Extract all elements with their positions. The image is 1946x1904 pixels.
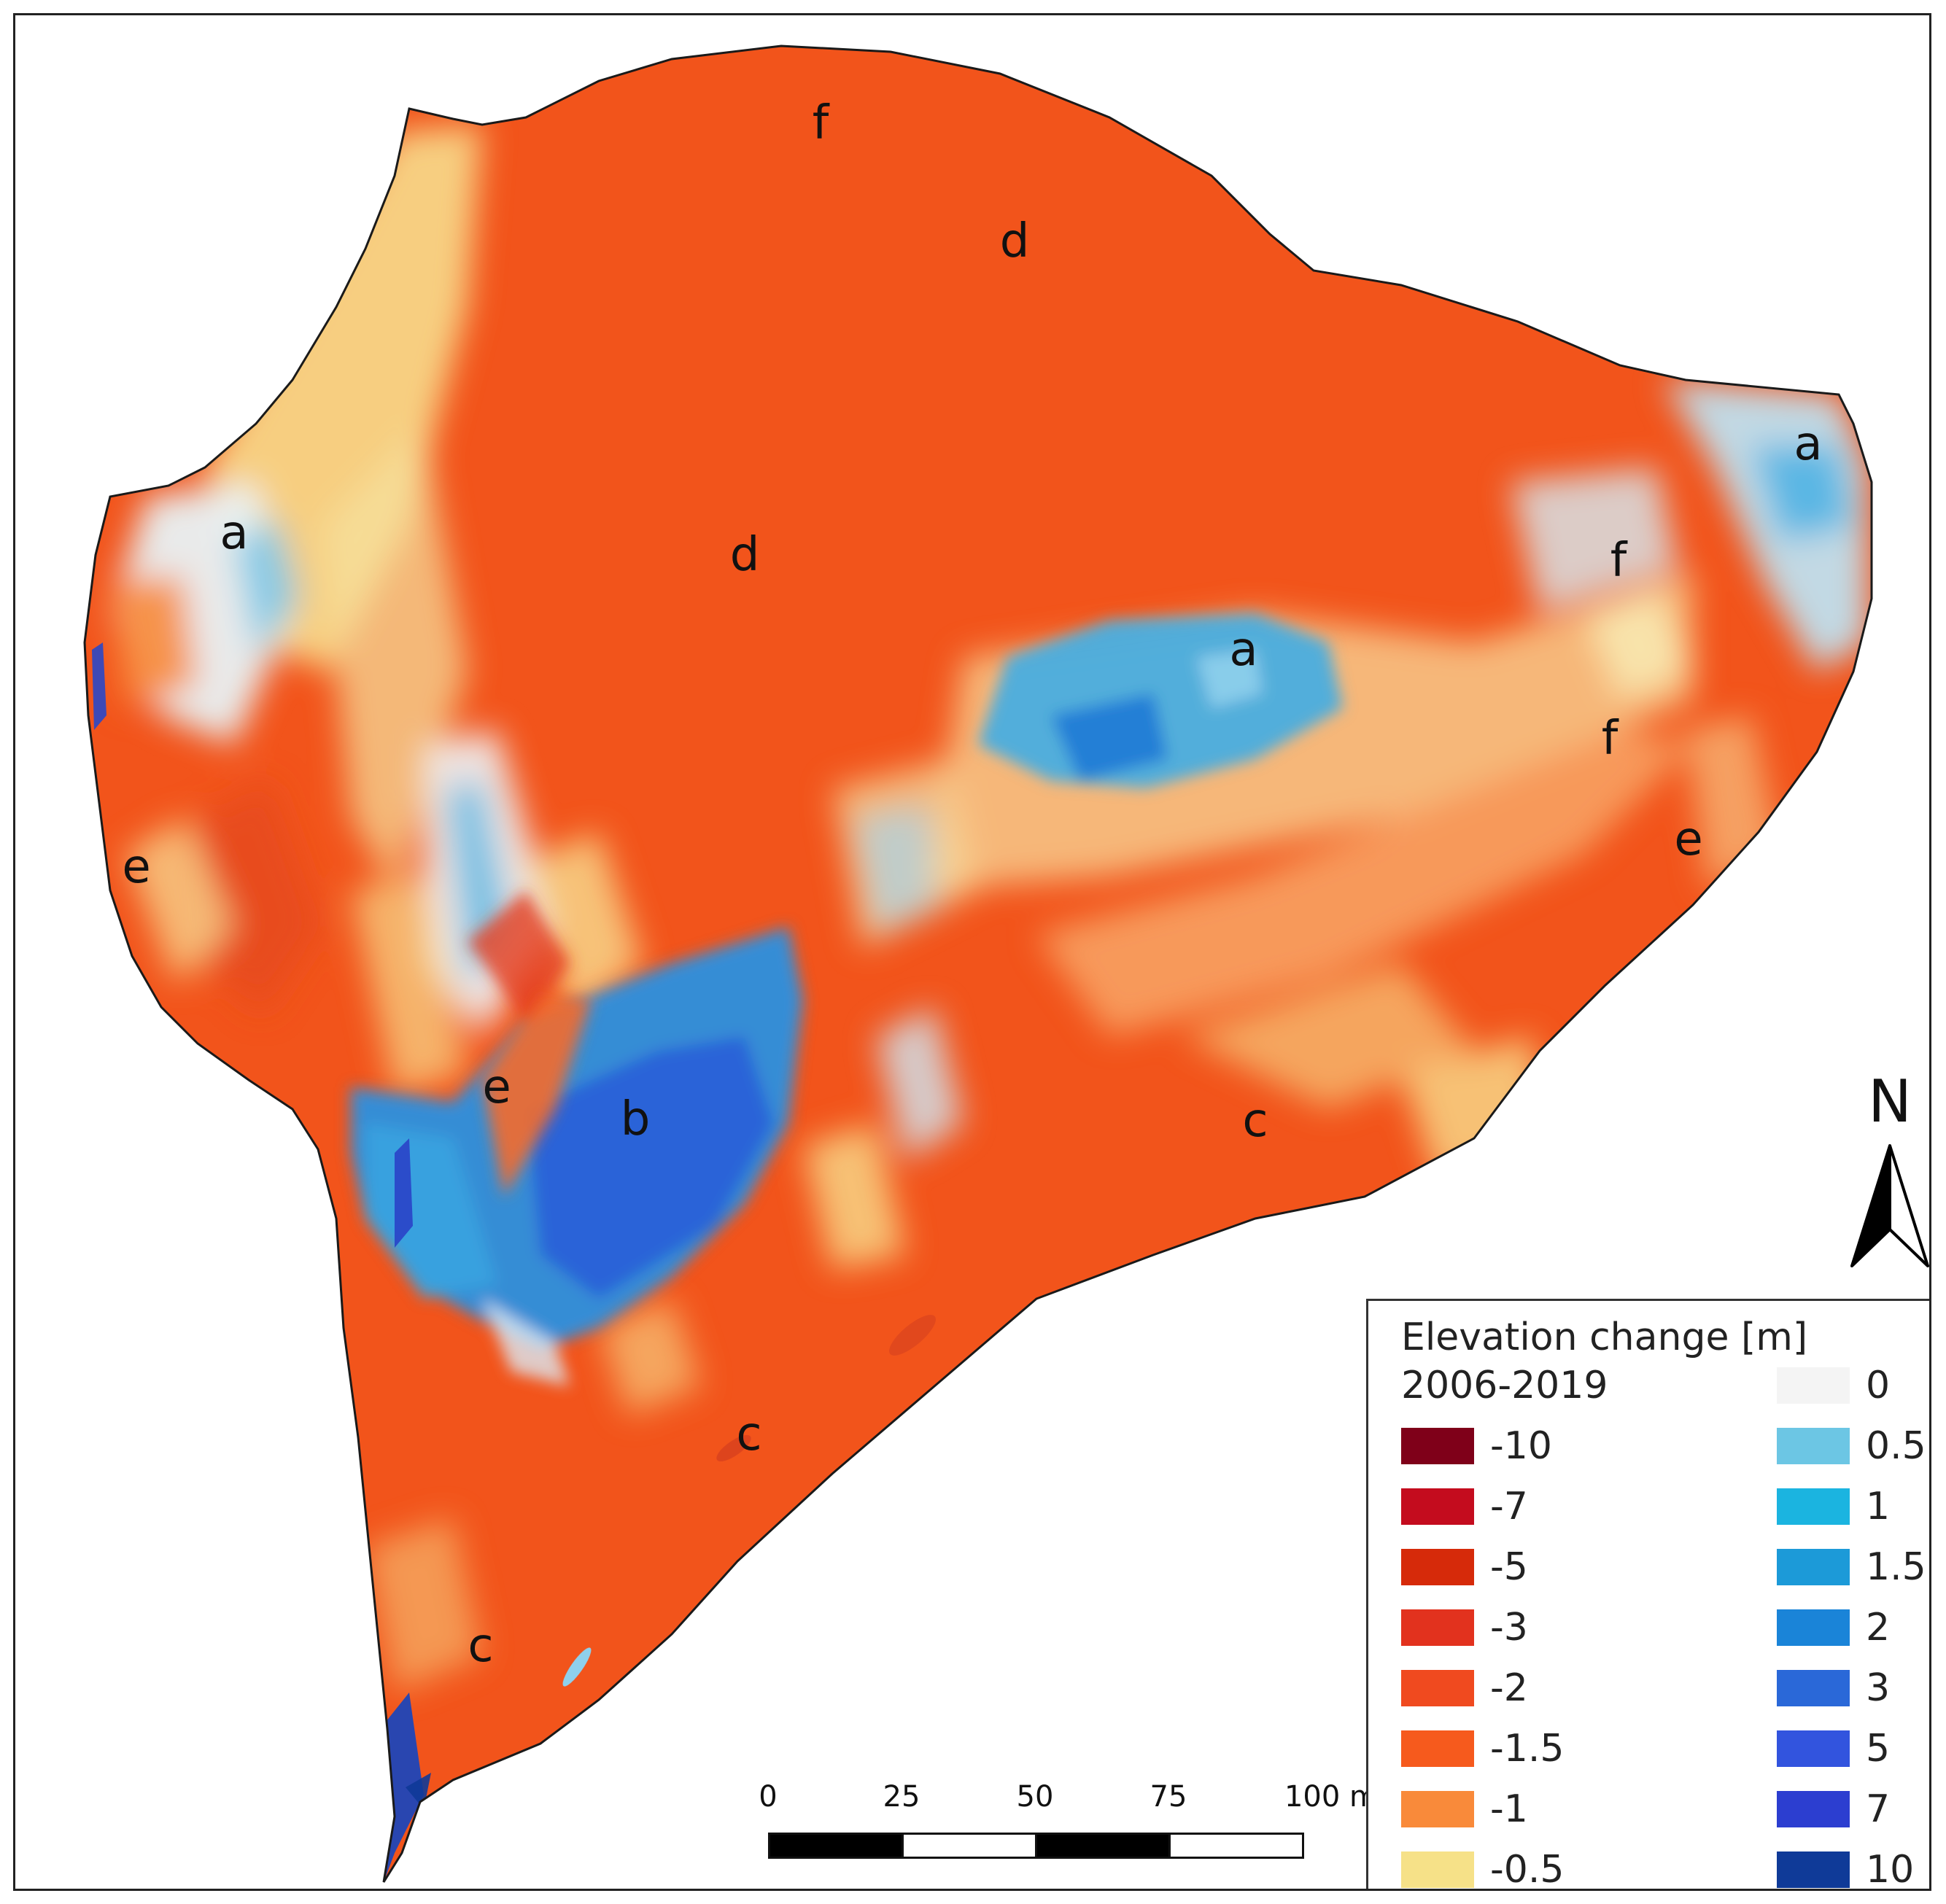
- legend-swatch: [1401, 1488, 1474, 1525]
- legend-swatch: [1777, 1730, 1850, 1767]
- scale-segment: [768, 1833, 904, 1859]
- legend-swatch: [1401, 1428, 1474, 1464]
- zone-label-b: b: [620, 1092, 651, 1146]
- legend-swatch: [1401, 1791, 1474, 1827]
- legend: Elevation change [m] 2006-2019 -10 -7 -5…: [1366, 1299, 1929, 1891]
- legend-swatch: [1777, 1609, 1850, 1646]
- legend-label: 5: [1866, 1727, 1891, 1771]
- zone-label-e: e: [1674, 812, 1703, 866]
- legend-label: -0.5: [1490, 1848, 1565, 1891]
- zone-label-d: d: [729, 528, 760, 582]
- north-arrow-icon: [1850, 1144, 1929, 1267]
- legend-swatch: [1777, 1488, 1850, 1525]
- elevation-change-map: [83, 44, 1873, 1883]
- legend-subtitle: 2006-2019: [1401, 1364, 1608, 1407]
- legend-label: -5: [1490, 1545, 1528, 1589]
- legend-title: Elevation change [m]: [1401, 1316, 1808, 1359]
- legend-swatch: [1777, 1791, 1850, 1827]
- scale-segment: [1168, 1833, 1304, 1859]
- legend-label: 0: [1866, 1364, 1891, 1407]
- legend-swatch: [1401, 1851, 1474, 1888]
- legend-label: -7: [1490, 1485, 1528, 1528]
- zone-label-e: e: [122, 840, 151, 894]
- legend-label: 0.5: [1866, 1424, 1926, 1468]
- legend-swatch: [1777, 1851, 1850, 1888]
- scale-segment: [1035, 1833, 1171, 1859]
- north-label: N: [1868, 1068, 1912, 1135]
- zone-label-f: f: [1610, 534, 1627, 588]
- legend-label: -2: [1490, 1666, 1528, 1710]
- legend-label: 2: [1866, 1606, 1891, 1650]
- legend-label: 10: [1866, 1848, 1915, 1891]
- legend-label: -1: [1490, 1787, 1528, 1831]
- map-frame: f d a d a a f f e e e b c c c N 0 25 50 …: [13, 13, 1931, 1891]
- legend-label: 1: [1866, 1485, 1891, 1528]
- legend-swatch: [1777, 1670, 1850, 1706]
- legend-swatch: [1401, 1609, 1474, 1646]
- zone-label-a: a: [1229, 623, 1258, 677]
- scale-bar: 0 25 50 75 100 m: [752, 1780, 1378, 1875]
- zone-label-a: a: [220, 506, 249, 560]
- legend-swatch: [1401, 1730, 1474, 1767]
- legend-label: -10: [1490, 1424, 1552, 1468]
- zone-label-e: e: [482, 1060, 511, 1114]
- zone-label-c: c: [468, 1619, 494, 1673]
- legend-label: -1.5: [1490, 1727, 1565, 1771]
- zone-label-c: c: [736, 1407, 762, 1461]
- north-arrow: N: [1846, 1068, 1929, 1284]
- zone-label-a: a: [1794, 417, 1823, 471]
- scale-tick-label: 0: [759, 1780, 778, 1814]
- legend-swatch: [1777, 1549, 1850, 1585]
- legend-label: 7: [1866, 1787, 1891, 1831]
- scale-tick-label: 50: [1016, 1780, 1054, 1814]
- legend-swatch: [1401, 1549, 1474, 1585]
- legend-label: -3: [1490, 1606, 1528, 1650]
- legend-swatch: [1777, 1428, 1850, 1464]
- scale-tick-label: 100 m: [1284, 1780, 1379, 1814]
- zone-label-f: f: [1601, 712, 1619, 766]
- catchment-raster: [85, 46, 1872, 1882]
- scale-tick-label: 75: [1150, 1780, 1187, 1814]
- zone-label-c: c: [1242, 1094, 1268, 1148]
- legend-label: 1.5: [1866, 1545, 1926, 1589]
- scale-segment: [902, 1833, 1037, 1859]
- catchment-outline: [83, 44, 1873, 1883]
- legend-swatch: [1777, 1367, 1850, 1404]
- legend-swatch: [1401, 1670, 1474, 1706]
- zone-label-f: f: [812, 96, 829, 150]
- zone-label-d: d: [999, 214, 1030, 268]
- legend-label: 3: [1866, 1666, 1891, 1710]
- scale-tick-label: 25: [883, 1780, 920, 1814]
